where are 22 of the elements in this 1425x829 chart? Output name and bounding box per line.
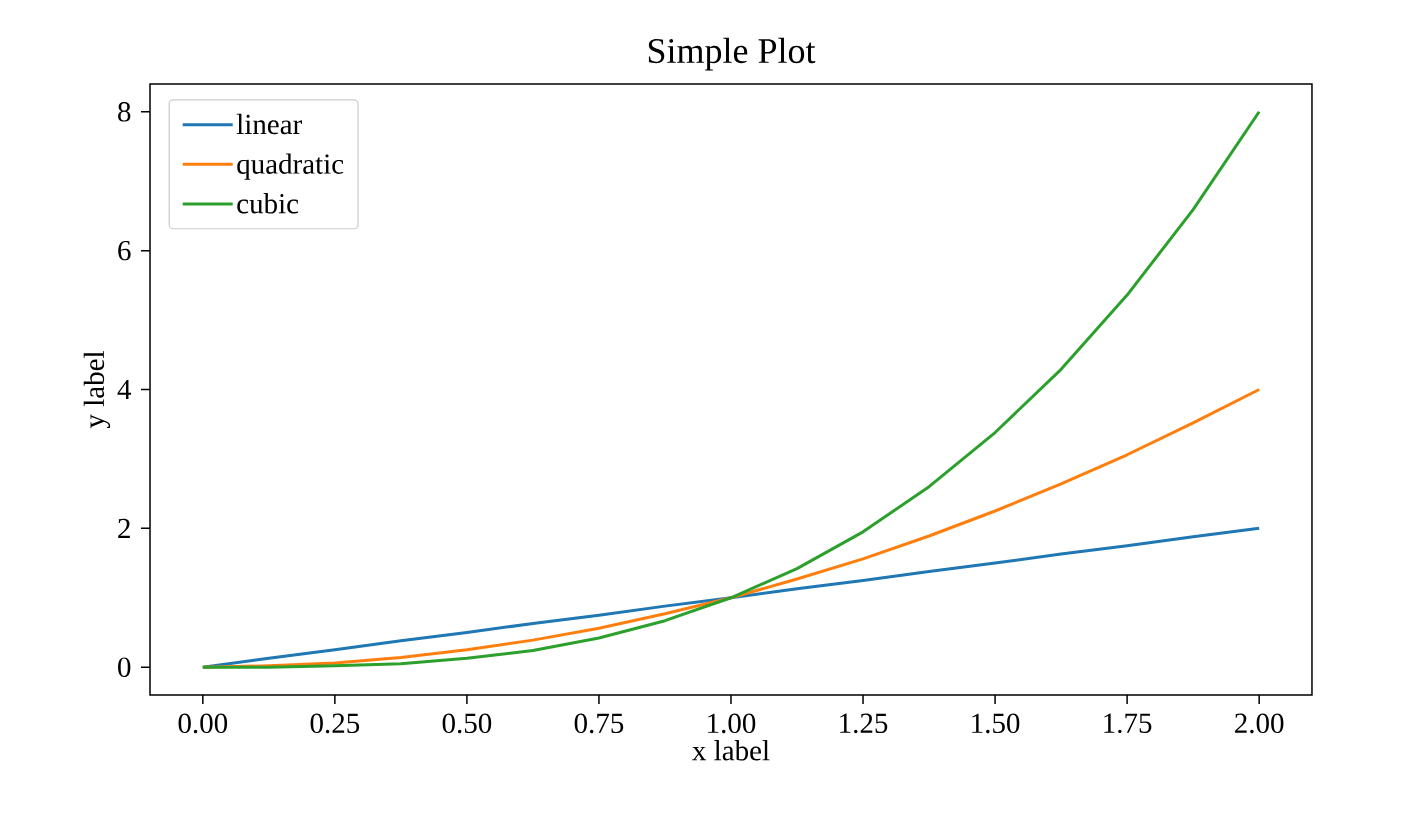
y-tick-label: 8 [118, 101, 131, 122]
x-tick-label: 0.25 [310, 713, 360, 734]
x-tick-label: 1.50 [972, 713, 1020, 734]
line-series [201, 110, 1261, 669]
chart-title: Simple Plot [648, 37, 816, 71]
y-tick-label: 6 [118, 240, 131, 261]
x-tick-label: 1.75 [1104, 713, 1152, 734]
x-tick-label: 1.00 [708, 713, 756, 734]
legend-label: cubic [237, 193, 299, 214]
x-tick-label: 2.00 [1235, 713, 1284, 734]
legend-label: linear [236, 113, 302, 135]
legend-label: quadratic [237, 153, 344, 180]
y-axis-title: y label [83, 351, 111, 429]
line-series [201, 526, 1261, 669]
y-tick-label: 0 [118, 657, 131, 677]
x-axis-title: x label [692, 740, 770, 761]
y-tick-label: 2 [118, 518, 130, 538]
x-tick-label: 0.00 [178, 713, 228, 734]
x-tick-label: 0.50 [442, 713, 492, 734]
y-tick-label: 4 [117, 379, 132, 400]
x-tick-label: 1.25 [840, 713, 888, 734]
x-tick-label: 0.75 [574, 713, 624, 734]
